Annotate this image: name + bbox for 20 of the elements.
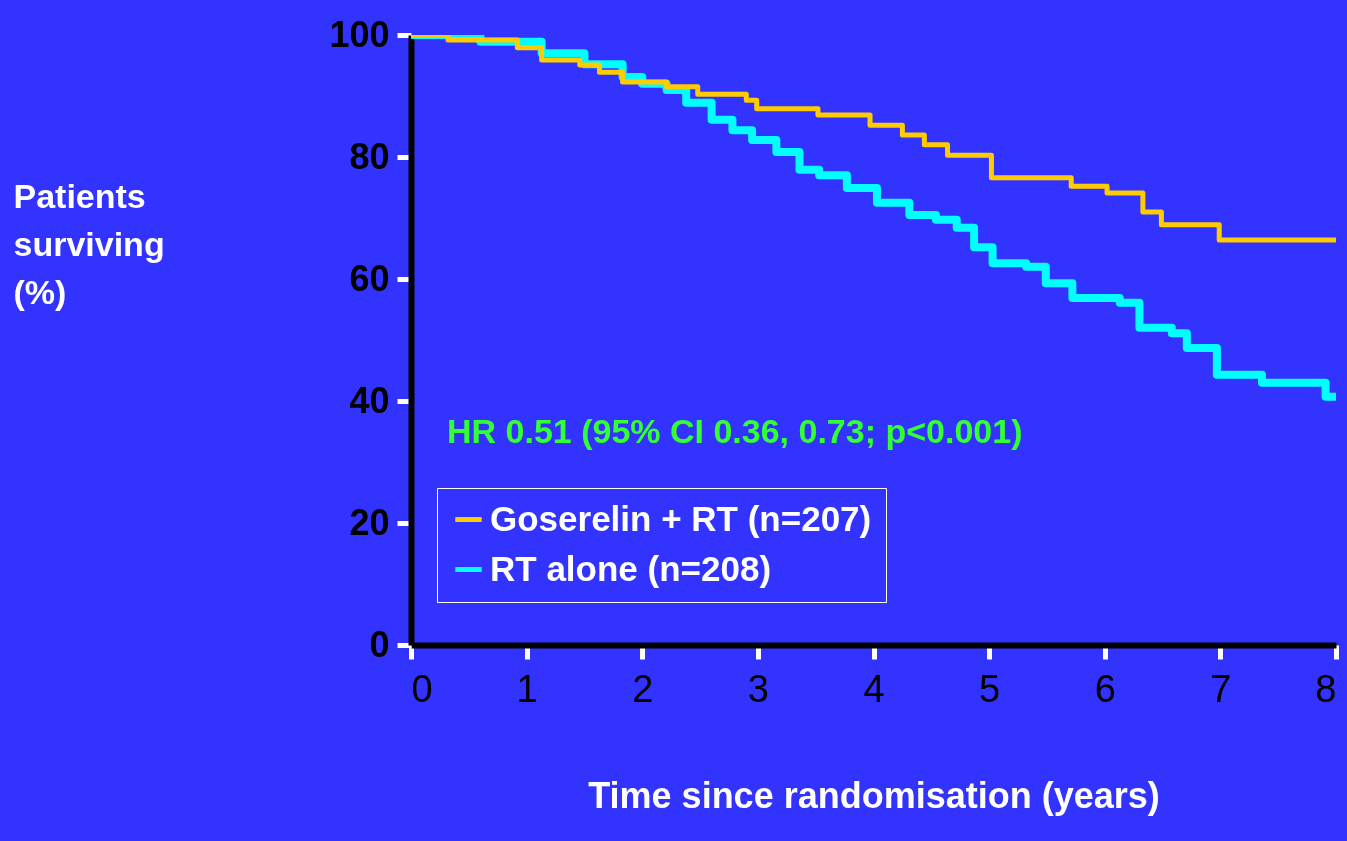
y-tick-label: 60 [349,257,390,299]
y-tick-label: 40 [349,379,390,421]
x-tick-label: 5 [979,667,1001,710]
x-tick-label: 2 [632,667,654,710]
y-axis-title: Patients surviving (%) [13,176,165,311]
x-tick-label: 0 [411,667,433,710]
y-tick-label: 100 [329,13,390,55]
x-tick-label: 1 [516,667,538,710]
y-tick-label: 0 [369,623,390,665]
x-tick-label: 6 [1094,667,1116,710]
x-tick-label: 8 [1315,667,1337,710]
y-tick-label: 20 [349,501,390,543]
legend-label: Goserelin + RT (n=207) [490,498,872,538]
legend-label: RT alone (n=208) [490,548,772,588]
x-tick-label: 3 [747,667,769,710]
annotation: HR 0.51 (95% CI 0.36, 0.73; p<0.001) [447,412,1023,450]
x-tick-label: 7 [1210,667,1232,710]
y-tick-label: 80 [349,135,390,177]
x-tick-label: 4 [863,667,885,710]
x-axis-title: Time since randomisation (years) [588,774,1160,816]
